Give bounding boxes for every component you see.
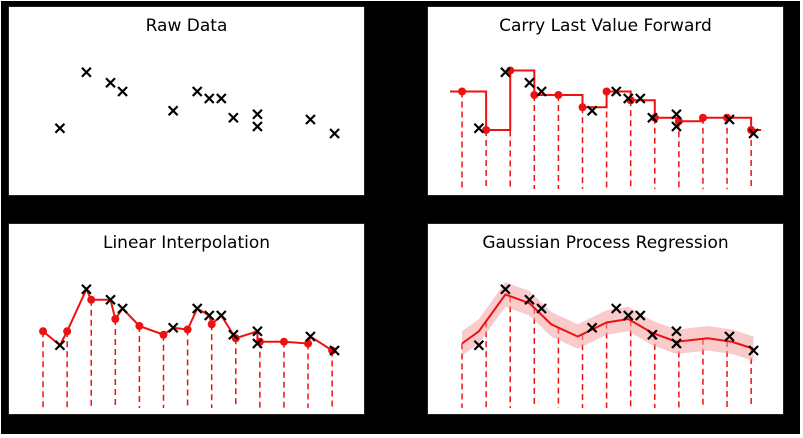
observation-marker — [252, 108, 263, 120]
panel-title: Linear Interpolation — [102, 233, 271, 253]
observation-marker — [117, 303, 128, 314]
imputed-point — [63, 327, 72, 336]
observation-marker — [748, 345, 759, 356]
observation-marker — [252, 121, 263, 132]
observation-marker — [329, 128, 340, 139]
observation-marker — [81, 66, 92, 78]
observation-marker — [635, 93, 646, 104]
observation-marker — [748, 128, 759, 139]
observation-marker — [622, 93, 634, 104]
imputed-point — [650, 113, 659, 122]
observation-marker — [647, 112, 658, 124]
observation-marker — [216, 310, 227, 321]
raw-data-plot — [54, 66, 340, 139]
imputed-point — [530, 91, 539, 99]
observation-marker — [216, 93, 227, 104]
observation-marker — [228, 112, 239, 124]
step-line — [450, 69, 762, 131]
interpolation-line — [42, 286, 335, 352]
observation-marker — [81, 283, 92, 295]
observation-marker — [671, 108, 682, 120]
observation-marker — [54, 122, 66, 134]
linear-interpolation-plot — [39, 283, 340, 408]
observation-marker — [586, 322, 598, 334]
observation-marker — [105, 77, 116, 89]
observation-marker — [252, 325, 263, 337]
mean-curve — [461, 293, 754, 350]
panel-title: Raw Data — [145, 16, 228, 36]
imputed-point — [39, 327, 48, 336]
observation-marker — [473, 339, 485, 351]
observation-marker — [228, 329, 239, 341]
observation-marker — [647, 329, 658, 341]
imputed-point — [698, 113, 707, 122]
panel-gaussian-process: Gaussian Process Regression — [427, 223, 784, 415]
observation-marker — [54, 339, 66, 351]
imputed-point — [328, 346, 337, 355]
observation-marker — [473, 122, 485, 134]
observation-marker — [671, 121, 682, 132]
imputed-point — [135, 322, 144, 330]
panel-raw-data: Raw Data — [8, 6, 365, 196]
observation-marker — [329, 345, 340, 356]
imputed-point — [159, 330, 168, 339]
observation-marker — [586, 105, 598, 117]
observation-marker — [203, 93, 215, 104]
observation-marker — [500, 66, 511, 78]
panel-linear-interpolation: Linear Interpolation — [8, 223, 365, 415]
observation-marker — [671, 338, 682, 349]
imputed-point — [183, 325, 192, 334]
imputed-point — [554, 91, 563, 99]
observation-marker — [622, 310, 634, 321]
observation-marker — [167, 322, 179, 334]
observation-marker — [203, 310, 215, 321]
imputed-point — [458, 87, 467, 96]
observation-marker — [524, 77, 535, 89]
observation-marker — [305, 331, 316, 342]
observation-marker — [724, 331, 735, 342]
observation-marker — [610, 86, 622, 97]
observation-marker — [524, 294, 535, 306]
panel-carry-last-value: Carry Last Value Forward — [427, 6, 784, 196]
gaussian-process-plot — [461, 282, 759, 408]
observation-marker — [536, 86, 547, 97]
observation-marker — [252, 338, 263, 349]
imputed-point — [279, 337, 288, 346]
observation-marker — [724, 114, 735, 125]
imputed-point — [111, 315, 120, 323]
imputed-point — [87, 295, 96, 304]
observation-marker — [191, 303, 203, 314]
panel-title: Gaussian Process Regression — [482, 233, 729, 253]
observation-marker — [117, 86, 128, 97]
observation-marker — [500, 283, 511, 295]
imputed-point — [207, 320, 216, 329]
panel-title: Carry Last Value Forward — [499, 16, 712, 36]
carry-forward-plot — [450, 66, 762, 189]
observation-marker — [610, 303, 622, 314]
observation-marker — [671, 325, 682, 337]
observation-marker — [105, 294, 116, 306]
observation-marker — [191, 86, 203, 97]
observation-marker — [305, 114, 316, 125]
imputed-point — [578, 103, 587, 112]
observation-marker — [536, 303, 547, 314]
imputed-point — [304, 339, 313, 348]
imputed-point — [602, 87, 611, 96]
observation-marker — [635, 310, 646, 321]
observation-marker — [167, 105, 179, 117]
